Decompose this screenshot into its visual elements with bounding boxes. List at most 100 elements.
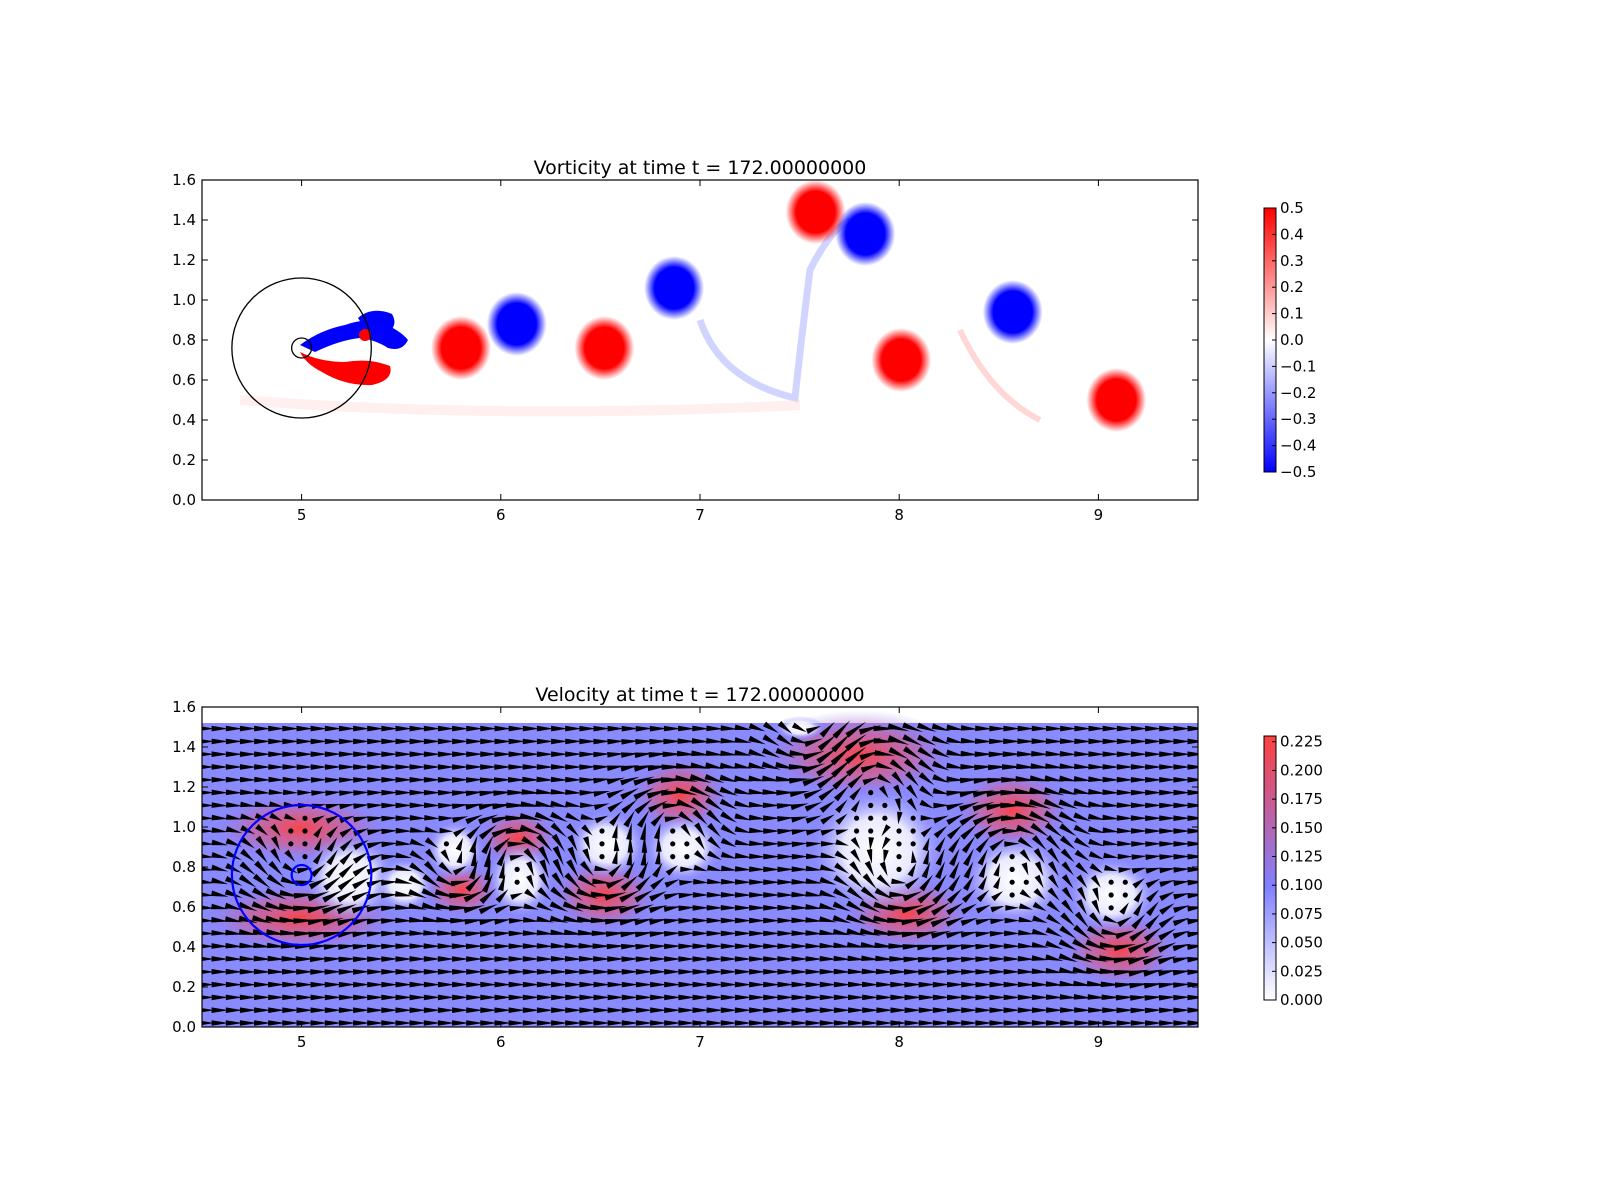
- quiver-arrow: [989, 969, 1007, 975]
- quiver-arrow: [989, 725, 1007, 732]
- quiver-arrow: [562, 901, 584, 912]
- quiver-arrow: [366, 892, 385, 901]
- quiver-arrow: [510, 892, 524, 900]
- quiver-arrow: [791, 841, 809, 848]
- quiver-arrow: [1101, 994, 1121, 1001]
- quiver-arrow: [989, 994, 1007, 1001]
- quiver-arrow: [1088, 838, 1105, 847]
- quiver-arrow: [324, 751, 342, 758]
- quiver-arrow: [494, 1020, 512, 1026]
- quiver-arrow: [408, 916, 428, 923]
- quiver-arrow: [1003, 738, 1022, 745]
- quiver-arrow: [1116, 738, 1134, 745]
- quiver-arrow: [1031, 835, 1047, 851]
- quiver-arrow: [322, 889, 343, 903]
- quiver-arrow: [903, 969, 923, 975]
- quiver-arrow: [565, 801, 582, 807]
- quiver-arrow: [239, 942, 258, 949]
- quiver-arrow: [932, 969, 951, 975]
- quiver-arrow: [282, 764, 300, 770]
- quiver-arrow: [593, 1007, 611, 1013]
- quiver-arrow: [1145, 867, 1162, 874]
- quiver-arrow: [296, 981, 314, 988]
- quiver-arrow: [481, 872, 494, 893]
- quiver-arrow: [1045, 981, 1064, 987]
- quiver-arrow: [763, 841, 781, 847]
- quiver-arrow: [833, 875, 850, 887]
- quiver-arrow: [621, 1020, 639, 1026]
- quiver-arrow: [661, 764, 684, 770]
- quiver-arrow: [1047, 847, 1060, 864]
- quiver-arrow: [904, 994, 922, 1001]
- quiver-arrow: [438, 861, 453, 875]
- quiver-arrow: [339, 850, 354, 865]
- quiver-arrow: [734, 904, 752, 911]
- quiver-arrow: [678, 956, 696, 962]
- quiver-arrow: [1130, 725, 1148, 732]
- quiver-arrow: [240, 836, 255, 849]
- quiver-arrow: [266, 874, 286, 888]
- quiver-arrow: [1187, 841, 1198, 847]
- quiver-arrow: [338, 994, 356, 1001]
- quiver-dot: [599, 841, 605, 847]
- quiver-arrow: [621, 739, 640, 745]
- quiver-arrow: [522, 725, 540, 732]
- quiver-arrow: [1173, 777, 1191, 783]
- quiver-arrow: [663, 931, 682, 937]
- y-tick-label: 0.2: [172, 978, 196, 996]
- quiver-arrow: [762, 802, 781, 809]
- quiver-arrow: [931, 902, 951, 916]
- quiver-dot: [1122, 879, 1128, 885]
- quiver-arrow: [465, 790, 484, 797]
- quiver-arrow: [1116, 789, 1134, 796]
- quiver-arrow: [536, 834, 553, 852]
- quiver-arrow: [1159, 867, 1176, 874]
- quiver-arrow: [395, 815, 413, 821]
- quiver-arrow: [1033, 848, 1045, 864]
- quiver-arrow: [409, 789, 427, 796]
- quiver-arrow: [960, 931, 979, 938]
- quiver-arrow: [211, 994, 229, 1001]
- quiver-arrow: [819, 1020, 837, 1026]
- quiver-arrow: [1087, 994, 1107, 1000]
- quiver-dot: [910, 828, 916, 834]
- quiver-arrow: [583, 836, 591, 851]
- quiver-arrow: [437, 969, 455, 975]
- quiver-arrow: [649, 891, 667, 902]
- quiver-arrow: [1159, 738, 1177, 745]
- quiver-arrow: [930, 916, 951, 928]
- y-tick-label: 1.6: [172, 171, 196, 189]
- quiver-arrow: [268, 1007, 286, 1013]
- quiver-arrow: [381, 789, 399, 796]
- quiver-dot: [670, 854, 676, 860]
- quiver-arrow: [762, 789, 781, 795]
- quiver-arrow: [706, 956, 724, 962]
- quiver-arrow: [366, 931, 385, 937]
- quiver-arrow: [254, 981, 272, 988]
- x-tick-label: 5: [297, 506, 307, 524]
- quiver-arrow: [507, 789, 527, 796]
- quiver-arrow: [268, 860, 283, 876]
- quiver-arrow: [1029, 787, 1052, 796]
- quiver-arrow: [845, 759, 866, 777]
- quiver-arrow: [833, 994, 851, 1001]
- quiver-arrow: [565, 776, 583, 783]
- quiver-arrow: [1058, 939, 1078, 951]
- quiver-arrow: [1017, 738, 1036, 745]
- quiver-arrow: [1018, 903, 1033, 910]
- quiver-arrow: [1102, 1020, 1120, 1026]
- quiver-arrow: [381, 880, 399, 886]
- quiver-arrow: [437, 777, 455, 783]
- vortex-negative: [835, 202, 896, 266]
- quiver-arrow: [522, 1007, 540, 1013]
- quiver-arrow: [876, 1007, 894, 1013]
- quiver-arrow: [437, 751, 455, 757]
- quiver-arrow: [1061, 886, 1074, 902]
- quiver-arrow: [381, 969, 399, 975]
- quiver-arrow: [1116, 827, 1134, 834]
- quiver-arrow: [211, 764, 229, 770]
- quiver-arrow: [1143, 941, 1163, 954]
- quiver-arrow: [408, 903, 428, 910]
- quiver-arrow: [1086, 925, 1106, 939]
